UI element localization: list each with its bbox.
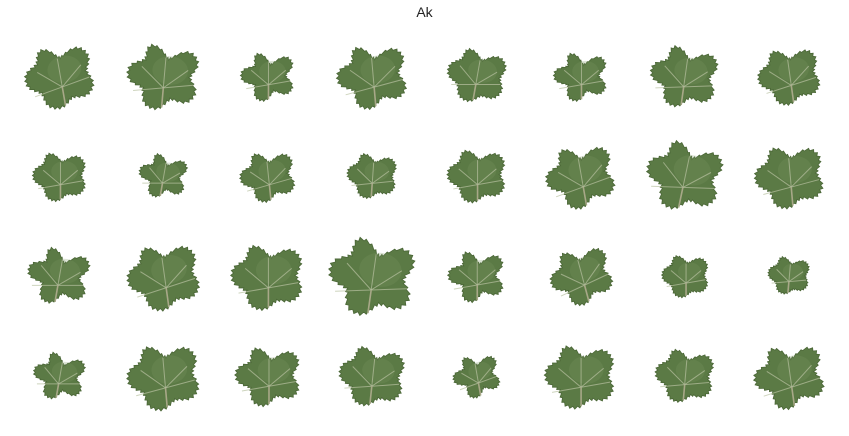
grape-leaf-image xyxy=(23,46,95,110)
grape-leaf-image xyxy=(31,152,86,202)
grape-leaf-image xyxy=(548,248,614,307)
grape-leaf-image xyxy=(230,244,303,311)
grape-leaf-image xyxy=(32,351,86,400)
grape-leaf-image xyxy=(239,152,296,203)
grape-leaf-image xyxy=(767,256,811,296)
grape-leaf-image xyxy=(126,245,201,312)
grape-leaf-image xyxy=(752,346,825,411)
grape-leaf-image xyxy=(335,46,407,111)
grape-leaf-image xyxy=(138,152,189,198)
grape-leaf-image xyxy=(346,153,397,200)
grape-leaf-image xyxy=(543,345,615,410)
grape-leaf-image xyxy=(753,147,824,210)
grape-leaf-image xyxy=(233,347,300,408)
grape-leaf-image xyxy=(327,236,416,316)
grape-leaf-image xyxy=(757,49,821,107)
grape-leaf-image xyxy=(452,355,501,399)
grape-leaf-image xyxy=(239,52,294,102)
grape-leaf-image xyxy=(654,349,715,404)
grape-leaf-image xyxy=(645,140,724,211)
grape-leaf-image xyxy=(446,48,507,103)
grape-leaf-image xyxy=(126,345,200,412)
leaf-image-grid xyxy=(8,30,842,430)
grape-leaf-image xyxy=(338,345,405,407)
grape-leaf-image xyxy=(545,146,616,210)
grape-leaf-image xyxy=(126,43,200,110)
grape-leaf-image xyxy=(445,150,505,205)
grape-leaf-image xyxy=(552,52,607,102)
grape-leaf-image xyxy=(660,254,708,299)
figure-title: Ak xyxy=(416,4,433,20)
grape-leaf-image xyxy=(27,246,92,305)
grape-leaf-image xyxy=(650,44,719,108)
grape-leaf-image xyxy=(446,251,504,303)
